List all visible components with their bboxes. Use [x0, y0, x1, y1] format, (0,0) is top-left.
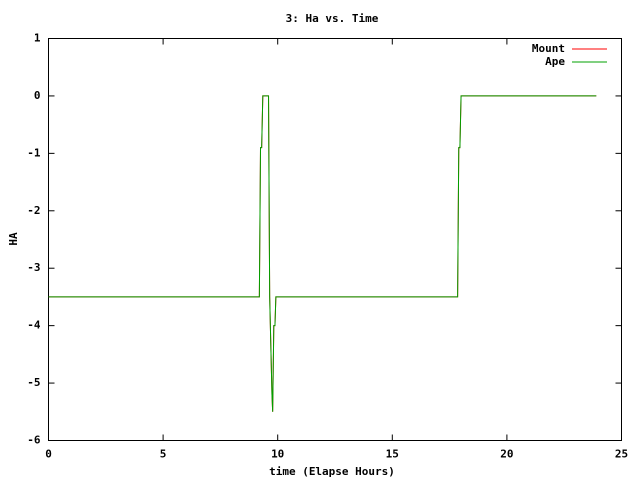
y-tick-label: -5	[27, 376, 40, 389]
x-tick-label: 0	[45, 448, 52, 461]
x-axis-label: time (Elapse Hours)	[269, 465, 395, 478]
y-tick-label: -3	[27, 261, 40, 274]
x-tick-label: 5	[160, 448, 167, 461]
y-tick-label: -2	[27, 204, 40, 217]
series-line	[48, 95, 597, 412]
x-tick-label: 10	[271, 448, 284, 461]
x-tick-label: 20	[500, 448, 513, 461]
x-tick-label: 15	[386, 448, 399, 461]
chart-title: 3: Ha vs. Time	[286, 12, 379, 25]
legend-label: Mount	[532, 42, 565, 55]
y-tick-label: 1	[34, 32, 41, 45]
y-tick-label: -1	[27, 146, 41, 159]
x-tick-label: 25	[615, 448, 628, 461]
plot-border	[48, 38, 622, 441]
y-tick-label: -4	[27, 319, 41, 332]
y-axis-label: HA	[7, 232, 20, 246]
legend-label: Ape	[545, 55, 565, 68]
y-tick-label: 0	[34, 89, 41, 102]
y-tick-label: -6	[27, 434, 41, 447]
